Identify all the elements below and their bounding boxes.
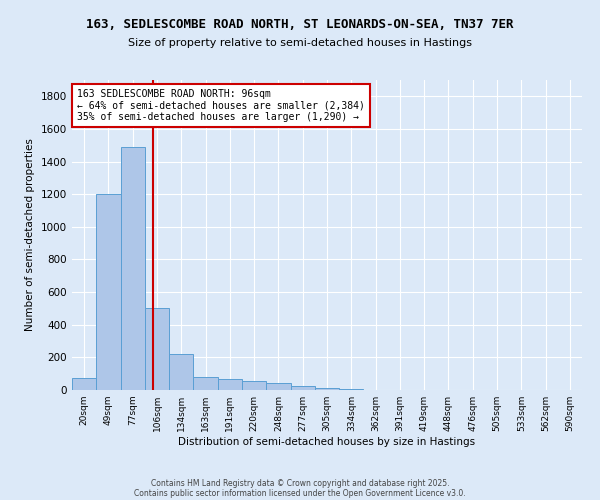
X-axis label: Distribution of semi-detached houses by size in Hastings: Distribution of semi-detached houses by … [178,437,476,447]
Bar [145,308,169,390]
Bar [121,147,145,390]
Y-axis label: Number of semi-detached properties: Number of semi-detached properties [25,138,35,332]
Bar [72,378,96,390]
Bar [266,382,290,390]
Text: Contains public sector information licensed under the Open Government Licence v3: Contains public sector information licen… [134,488,466,498]
Bar [218,380,242,390]
Bar [96,194,121,390]
Text: 163, SEDLESCOMBE ROAD NORTH, ST LEONARDS-ON-SEA, TN37 7ER: 163, SEDLESCOMBE ROAD NORTH, ST LEONARDS… [86,18,514,30]
Bar [193,377,218,390]
Bar [290,386,315,390]
Text: Size of property relative to semi-detached houses in Hastings: Size of property relative to semi-detach… [128,38,472,48]
Text: Contains HM Land Registry data © Crown copyright and database right 2025.: Contains HM Land Registry data © Crown c… [151,478,449,488]
Bar [315,388,339,390]
Bar [242,381,266,390]
Bar [169,354,193,390]
Bar [339,388,364,390]
Text: 163 SEDLESCOMBE ROAD NORTH: 96sqm
← 64% of semi-detached houses are smaller (2,3: 163 SEDLESCOMBE ROAD NORTH: 96sqm ← 64% … [77,90,365,122]
